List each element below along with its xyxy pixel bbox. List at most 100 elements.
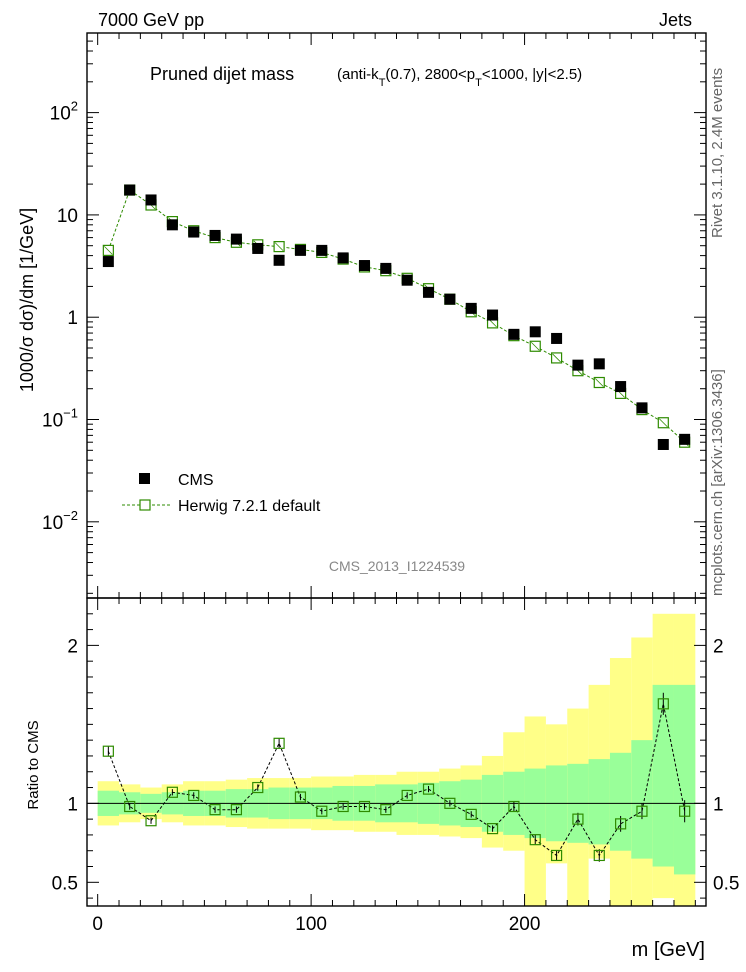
legend-cms-marker xyxy=(139,473,150,484)
cms-point xyxy=(679,433,691,445)
cms-point xyxy=(401,274,413,286)
y-tick-label: 1 xyxy=(67,308,78,329)
cms-point xyxy=(572,359,584,371)
rivet-version-label: Rivet 3.1.10, 2.4M events xyxy=(709,68,726,238)
cms-point xyxy=(145,194,157,206)
cms-point xyxy=(636,402,648,414)
ratio-y-tick-label-right: 1 xyxy=(713,794,724,815)
plot-title: Pruned dijet mass (anti-kT(0.7), 2800<pT… xyxy=(150,64,582,89)
ratio-point xyxy=(166,786,178,798)
cms-point xyxy=(358,260,370,272)
herwig-point-mark xyxy=(530,341,540,351)
herwig-line xyxy=(107,189,686,443)
y-tick-label: 10 xyxy=(57,206,78,227)
cms-point xyxy=(273,254,285,266)
ratio-point xyxy=(615,818,627,830)
ratio-point xyxy=(316,805,328,817)
ratio-point xyxy=(124,800,136,813)
plot-title-main: Pruned dijet mass xyxy=(150,64,294,84)
y-tick-label: 10−1 xyxy=(42,406,78,432)
herwig-point-mark xyxy=(659,418,668,428)
x-tick-label: 100 xyxy=(295,914,327,935)
ratio-point xyxy=(636,805,648,817)
band-inner-bin xyxy=(631,740,653,859)
legend-herwig-label: Herwig 7.2.1 default xyxy=(178,498,321,515)
ratio-point xyxy=(252,781,264,794)
ratio-point xyxy=(572,813,584,825)
cms-point xyxy=(166,219,178,231)
ratio-point xyxy=(294,791,307,803)
ratio-point xyxy=(188,789,200,802)
x-axis-label: m [GeV] xyxy=(632,939,705,961)
legend-cms-label: CMS xyxy=(178,472,214,489)
cms-point xyxy=(529,326,541,338)
ratio-point xyxy=(465,808,477,820)
cms-point xyxy=(465,302,477,314)
ratio-y-tick-label-left: 1 xyxy=(67,794,78,815)
ratio-point xyxy=(401,789,413,802)
cms-point xyxy=(508,328,520,340)
x-tick-label: 200 xyxy=(509,914,541,935)
ratio-point xyxy=(209,804,221,816)
cms-point xyxy=(209,229,221,241)
cms-point xyxy=(423,286,435,298)
cms-point xyxy=(188,226,200,238)
main-axis-ticks: 102 10 1 10−1 10−2 xyxy=(42,32,706,598)
ratio-point xyxy=(230,804,243,816)
x-tick-label: 0 xyxy=(92,914,103,935)
cms-point xyxy=(294,244,306,256)
ratio-point xyxy=(422,783,435,795)
ratio-line xyxy=(107,703,686,857)
ratio-y-axis-label: Ratio to CMS xyxy=(25,720,42,809)
ratio-point xyxy=(380,804,392,816)
cms-point xyxy=(657,438,669,450)
cms-point xyxy=(380,262,392,274)
ratio-point xyxy=(486,823,499,835)
ratio-y-tick-label-right: 2 xyxy=(713,636,724,657)
ratio-point xyxy=(508,800,520,813)
band-inner-bin xyxy=(588,759,610,845)
ratio-uncertainty-bands xyxy=(87,613,706,906)
herwig-point-mark xyxy=(104,246,113,255)
herwig-point-mark xyxy=(594,378,604,387)
legend-herwig-marker xyxy=(139,499,151,511)
main-data-series xyxy=(102,184,691,450)
ratio-point xyxy=(102,745,114,757)
mcplots-label: mcplots.cern.ch [arXiv:1306.3436] xyxy=(709,369,726,596)
ratio-point xyxy=(679,805,691,817)
legend: CMS Herwig 7.2.1 default xyxy=(122,472,321,515)
herwig-point-mark xyxy=(552,353,561,363)
ratio-point xyxy=(550,849,563,862)
cms-point xyxy=(551,332,563,344)
cms-point xyxy=(615,381,627,393)
cms-point xyxy=(102,256,114,268)
band-inner-bin xyxy=(673,684,696,875)
ratio-point xyxy=(273,737,285,749)
ratio-axis-ticks: 0.5 0.5 1 1 2 2 0 100 200 xyxy=(52,598,739,935)
cms-point xyxy=(316,244,328,256)
cms-point xyxy=(487,309,499,321)
cms-point xyxy=(230,233,242,245)
header-left: 7000 GeV pp xyxy=(98,10,204,30)
ratio-point xyxy=(529,834,541,846)
ratio-point xyxy=(593,849,605,862)
ratio-data-series xyxy=(102,692,691,862)
analysis-watermark: CMS_2013_I1224539 xyxy=(329,558,465,574)
ratio-point xyxy=(444,797,456,809)
ratio-y-tick-label-left: 0.5 xyxy=(52,873,78,894)
ratio-point xyxy=(657,698,669,710)
header-right: Jets xyxy=(659,10,692,30)
cms-point xyxy=(124,184,136,196)
ratio-plot-frame xyxy=(86,597,707,907)
cms-point xyxy=(444,293,456,305)
cms-point xyxy=(337,252,349,264)
cms-point xyxy=(252,242,264,254)
ratio-y-tick-label-right: 0.5 xyxy=(713,873,739,894)
band-inner-bin xyxy=(609,752,632,851)
cms-point xyxy=(593,358,605,370)
ratio-point xyxy=(358,800,371,813)
ratio-point xyxy=(337,800,349,813)
ratio-y-tick-label-left: 2 xyxy=(67,636,78,657)
plot-title-cuts: (anti-kT(0.7), 2800<pT<1000, |y|<2.5) xyxy=(337,66,582,89)
